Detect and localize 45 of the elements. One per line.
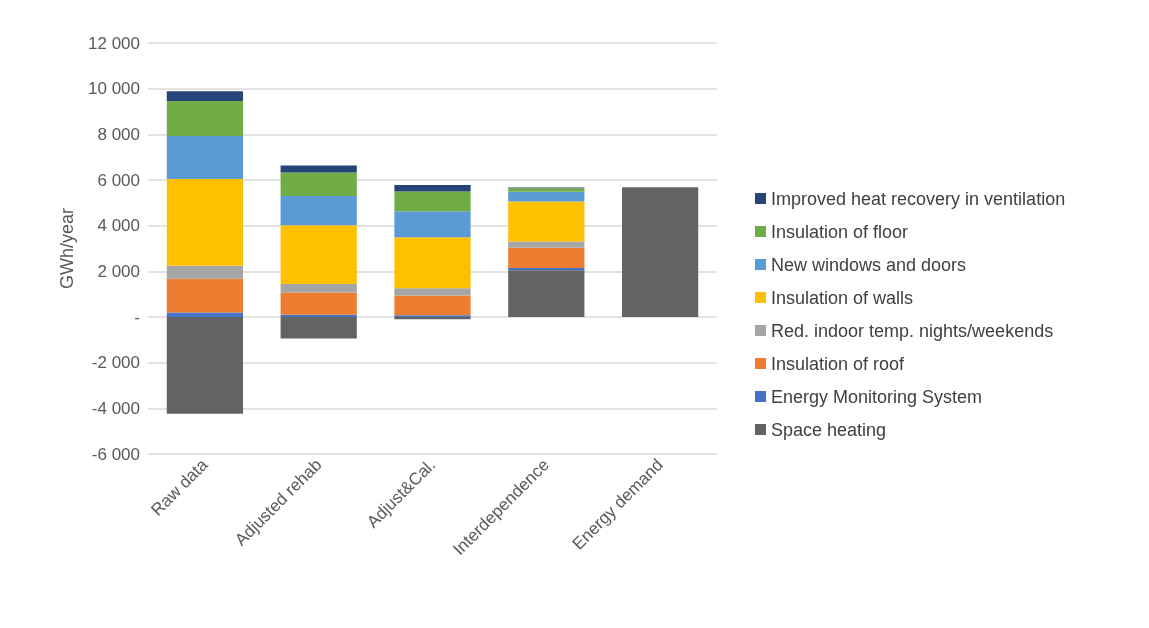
bar xyxy=(394,191,471,212)
y-tick-label: - xyxy=(134,307,140,327)
bar xyxy=(280,317,357,339)
legend-label: Insulation of floor xyxy=(771,221,909,242)
y-axis-title: GWh/year xyxy=(57,207,77,290)
y-tick-label: -2 000 xyxy=(91,353,140,373)
legend-label: Energy Monitoring System xyxy=(771,386,983,407)
bar xyxy=(394,211,471,238)
y-tick-label: 6 000 xyxy=(97,170,140,190)
bar xyxy=(166,135,244,180)
y-tick-label: 8 000 xyxy=(97,124,140,144)
bar xyxy=(280,283,357,293)
bar xyxy=(508,247,585,268)
bar xyxy=(166,101,244,136)
bar xyxy=(621,187,699,317)
y-tick-label: 2 000 xyxy=(97,261,140,281)
legend-label: Red. indoor temp. nights/weekends xyxy=(771,320,1054,341)
y-tick-label: -6 000 xyxy=(91,444,140,464)
bar xyxy=(166,179,244,266)
legend-label: Improved heat recovery in ventilation xyxy=(771,188,1066,209)
legend-label: Insulation of walls xyxy=(771,287,914,308)
bar xyxy=(280,225,357,284)
y-tick-label: 10 000 xyxy=(88,79,140,99)
bar xyxy=(166,278,244,313)
bar xyxy=(394,185,471,192)
bar xyxy=(166,91,244,101)
bar xyxy=(280,292,357,315)
bar xyxy=(166,265,244,279)
bar xyxy=(280,195,357,226)
bar xyxy=(394,237,471,289)
bar xyxy=(394,288,471,296)
bar xyxy=(166,312,244,317)
bar xyxy=(166,317,244,414)
bar xyxy=(508,270,585,317)
y-tick-label: -4 000 xyxy=(91,398,140,418)
bar xyxy=(508,201,585,242)
y-tick-label: 4 000 xyxy=(97,216,140,236)
bar xyxy=(508,191,585,202)
legend-label: Insulation of roof xyxy=(771,353,906,374)
legend-label: New windows and doors xyxy=(771,254,967,275)
bar xyxy=(280,172,357,196)
legend-label: Space heating xyxy=(771,419,887,440)
y-tick-label: 12 000 xyxy=(88,33,140,53)
bar xyxy=(508,241,585,248)
bar xyxy=(394,295,471,316)
